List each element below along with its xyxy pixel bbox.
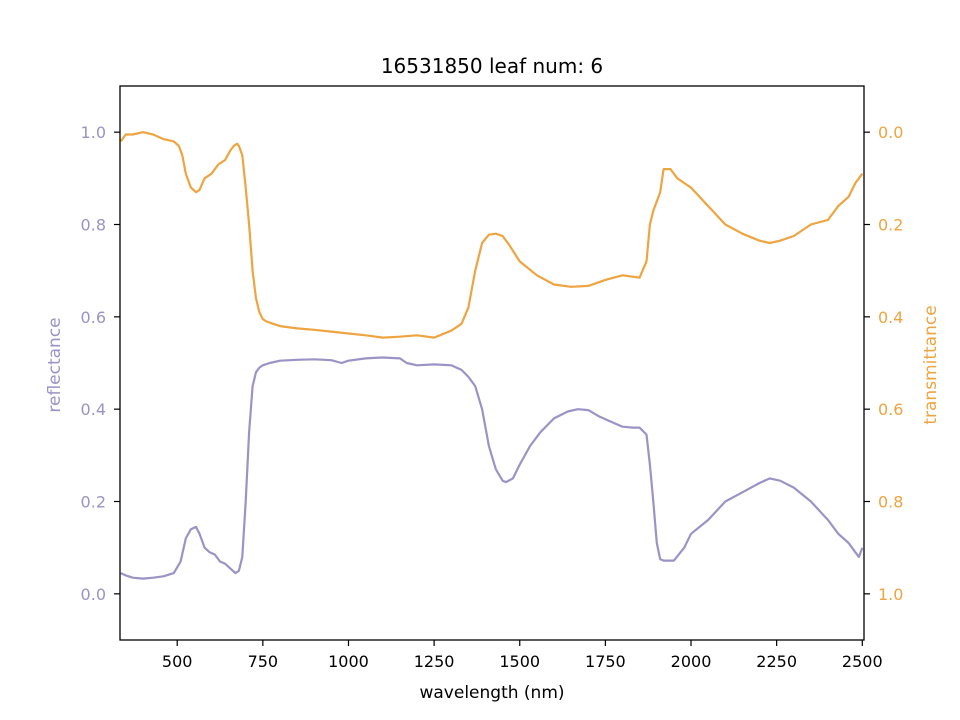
axes-layer: 500 750 1000 1250 1500 1750 2000 2250 2500 0.0 0.2… [81,85,903,671]
y-right-tick-label: 0.0 [878,123,903,142]
x-tick-label: 750 [248,652,279,671]
x-tick-label: 1250 [414,652,455,671]
y-right-tick-label: 1.0 [878,585,903,604]
x-tick-label: 1000 [328,652,369,671]
y-left-tick-label: 0.2 [81,493,106,512]
x-tick-label: 2500 [842,652,883,671]
y-right-tick-label: 0.4 [878,308,903,327]
y-left-tick-label: 0.6 [81,308,106,327]
chart-title: 16531850 leaf num: 6 [381,54,603,78]
x-tick-label: 2000 [671,652,712,671]
y-left-tick-label: 0.8 [81,216,106,235]
plot-frame [119,85,865,641]
y-right-tick-label: 0.2 [878,216,903,235]
transmittance-line [119,131,864,339]
y-axis-left-label: reflectance [45,317,65,412]
x-tick-label: 2250 [756,652,797,671]
y-axis-right-label: transmittance [921,305,941,424]
y-left-tick-label: 1.0 [81,123,106,142]
series-layer [119,131,864,580]
y-right-tick-label: 0.8 [878,493,903,512]
y-left-tick-label: 0.0 [81,585,106,604]
reflectance-line [120,356,864,580]
x-tick-label: 1500 [499,652,540,671]
x-tick-label: 1750 [585,652,626,671]
y-left-tick-label: 0.4 [81,400,106,419]
y-right-tick-label: 0.6 [878,400,903,419]
x-tick-label: 500 [162,652,193,671]
x-axis-label: wavelength (nm) [419,683,564,703]
